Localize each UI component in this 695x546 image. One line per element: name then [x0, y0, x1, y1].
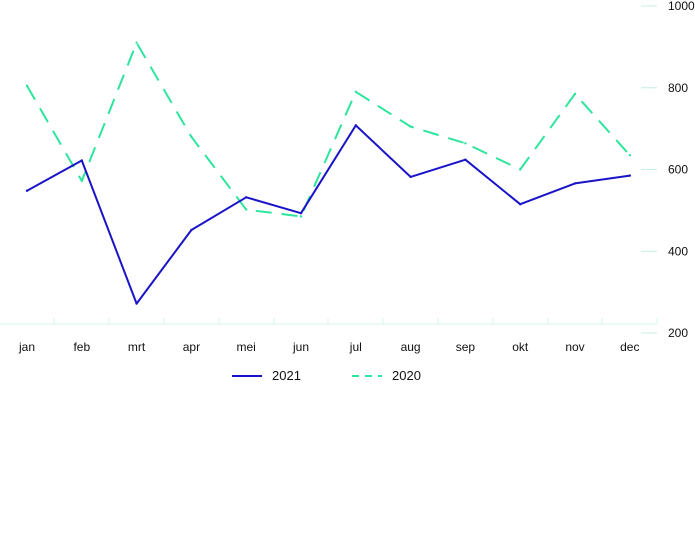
data-point-series-1	[464, 158, 467, 161]
y-tick-label: 400	[668, 244, 688, 258]
x-tick-label: feb	[73, 340, 90, 354]
data-point-series-2	[299, 215, 303, 218]
data-point-series-2	[628, 153, 631, 157]
axis-layer: jan feb mrt apr mei jun jul aug sep okt nov dec 200 4…	[0, 0, 695, 354]
data-point-series-1	[80, 159, 84, 162]
series-layer	[25, 41, 631, 305]
x-tick-label: dec	[620, 340, 639, 354]
legend-item-series-1: 2021	[232, 368, 301, 383]
x-tick-label: mrt	[128, 340, 146, 354]
x-tick-label: sep	[456, 340, 476, 354]
x-tick-label: apr	[183, 340, 200, 354]
data-point-series-2	[464, 142, 467, 145]
legend-label-series-1: 2021	[272, 368, 301, 383]
data-point-series-2	[80, 179, 84, 183]
data-point-series-1	[135, 302, 138, 305]
data-point-series-1	[573, 182, 577, 185]
data-point-series-1	[354, 124, 357, 127]
legend-swatch-series-1	[232, 374, 262, 377]
legend-label-series-2: 2020	[392, 368, 421, 383]
data-point-series-1	[409, 175, 412, 179]
legend-swatch-series-2	[352, 374, 382, 377]
x-tick-label: jul	[349, 340, 362, 354]
y-tick-label: 600	[668, 163, 688, 177]
series-line-1	[26, 124, 630, 305]
x-tick-label: okt	[512, 340, 529, 354]
data-point-series-1	[190, 228, 193, 232]
series-line-2	[26, 41, 631, 218]
y-tick-label: 1000	[668, 0, 695, 13]
x-tick-label: jan	[18, 340, 35, 354]
data-point-series-2	[573, 92, 577, 96]
x-tick-label: aug	[401, 340, 421, 354]
data-point-series-1	[299, 212, 303, 215]
data-point-series-2	[354, 90, 357, 94]
legend: 2021 2020	[0, 368, 695, 392]
data-point-series-1	[25, 189, 29, 192]
x-tick-label: jun	[292, 340, 309, 354]
data-point-series-2	[519, 168, 522, 171]
data-point-series-2	[245, 208, 248, 211]
data-point-series-2	[409, 125, 412, 128]
x-tick-label: mei	[237, 340, 256, 354]
x-tick-label: nov	[565, 340, 584, 354]
data-point-series-2	[190, 135, 193, 138]
y-tick-label: 800	[668, 81, 688, 95]
legend-item-series-2: 2020	[352, 368, 421, 383]
data-point-series-2	[135, 41, 138, 44]
data-point-series-1	[245, 196, 248, 199]
y-tick-label: 200	[668, 326, 688, 340]
data-point-series-1	[519, 203, 522, 206]
data-point-series-2	[25, 84, 29, 87]
data-point-series-1	[628, 174, 631, 177]
